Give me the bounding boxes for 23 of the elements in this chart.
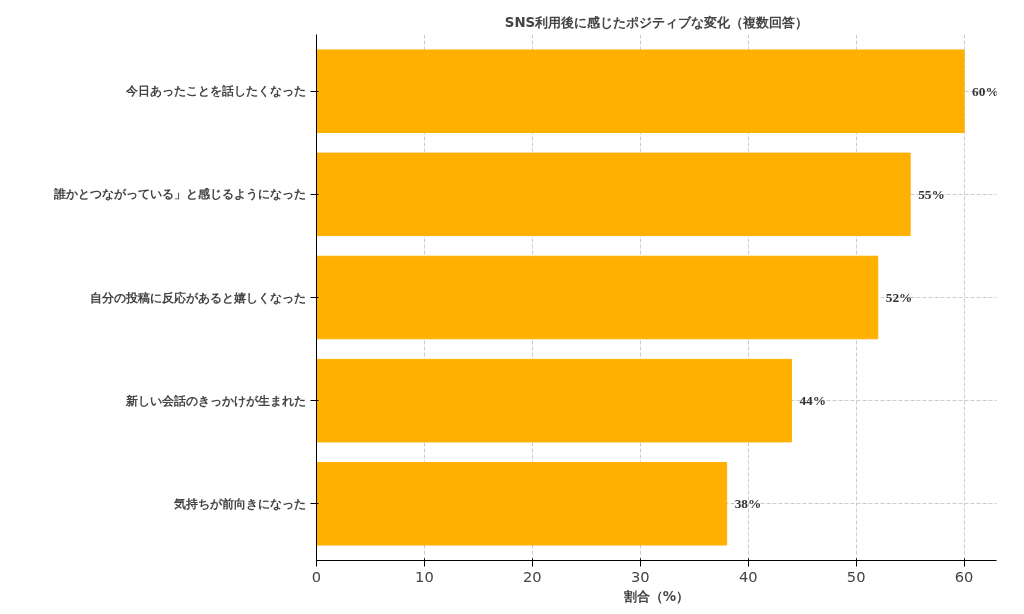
x-tick-label: 0 [311,567,322,585]
x-tick-label: 40 [738,567,758,585]
y-tick-label: 新しい会話のきっかけが生まれた [124,393,306,408]
y-tick-label: 自分の投稿に反応があると嬉しくなった [89,290,306,305]
x-tick-label: 50 [846,567,866,585]
data-label: 38% [734,496,762,512]
data-label: 44% [799,393,827,409]
bar [316,462,728,546]
y-tick-label: 今日あったことを話したくなった [124,84,306,99]
data-label: 55% [918,186,945,202]
x-tick-label: 10 [415,567,434,585]
chart-title: SNS利用後に感じたポジティブな変化（複数回答） [504,14,809,30]
x-tick-label: 20 [523,567,542,585]
y-tick-label: 気持ちが前向きになった [172,496,306,511]
x-axis-title: 割合（%） [622,588,690,604]
data-label: 52% [885,290,913,305]
x-tick-label: 60 [954,567,974,585]
x-tick-label: 30 [630,567,650,585]
bar [316,358,792,443]
bar [316,152,911,237]
y-tick-label: 誰かとつながっている」と感じるようになった [52,187,306,202]
bar [316,255,879,340]
bar [316,49,965,133]
